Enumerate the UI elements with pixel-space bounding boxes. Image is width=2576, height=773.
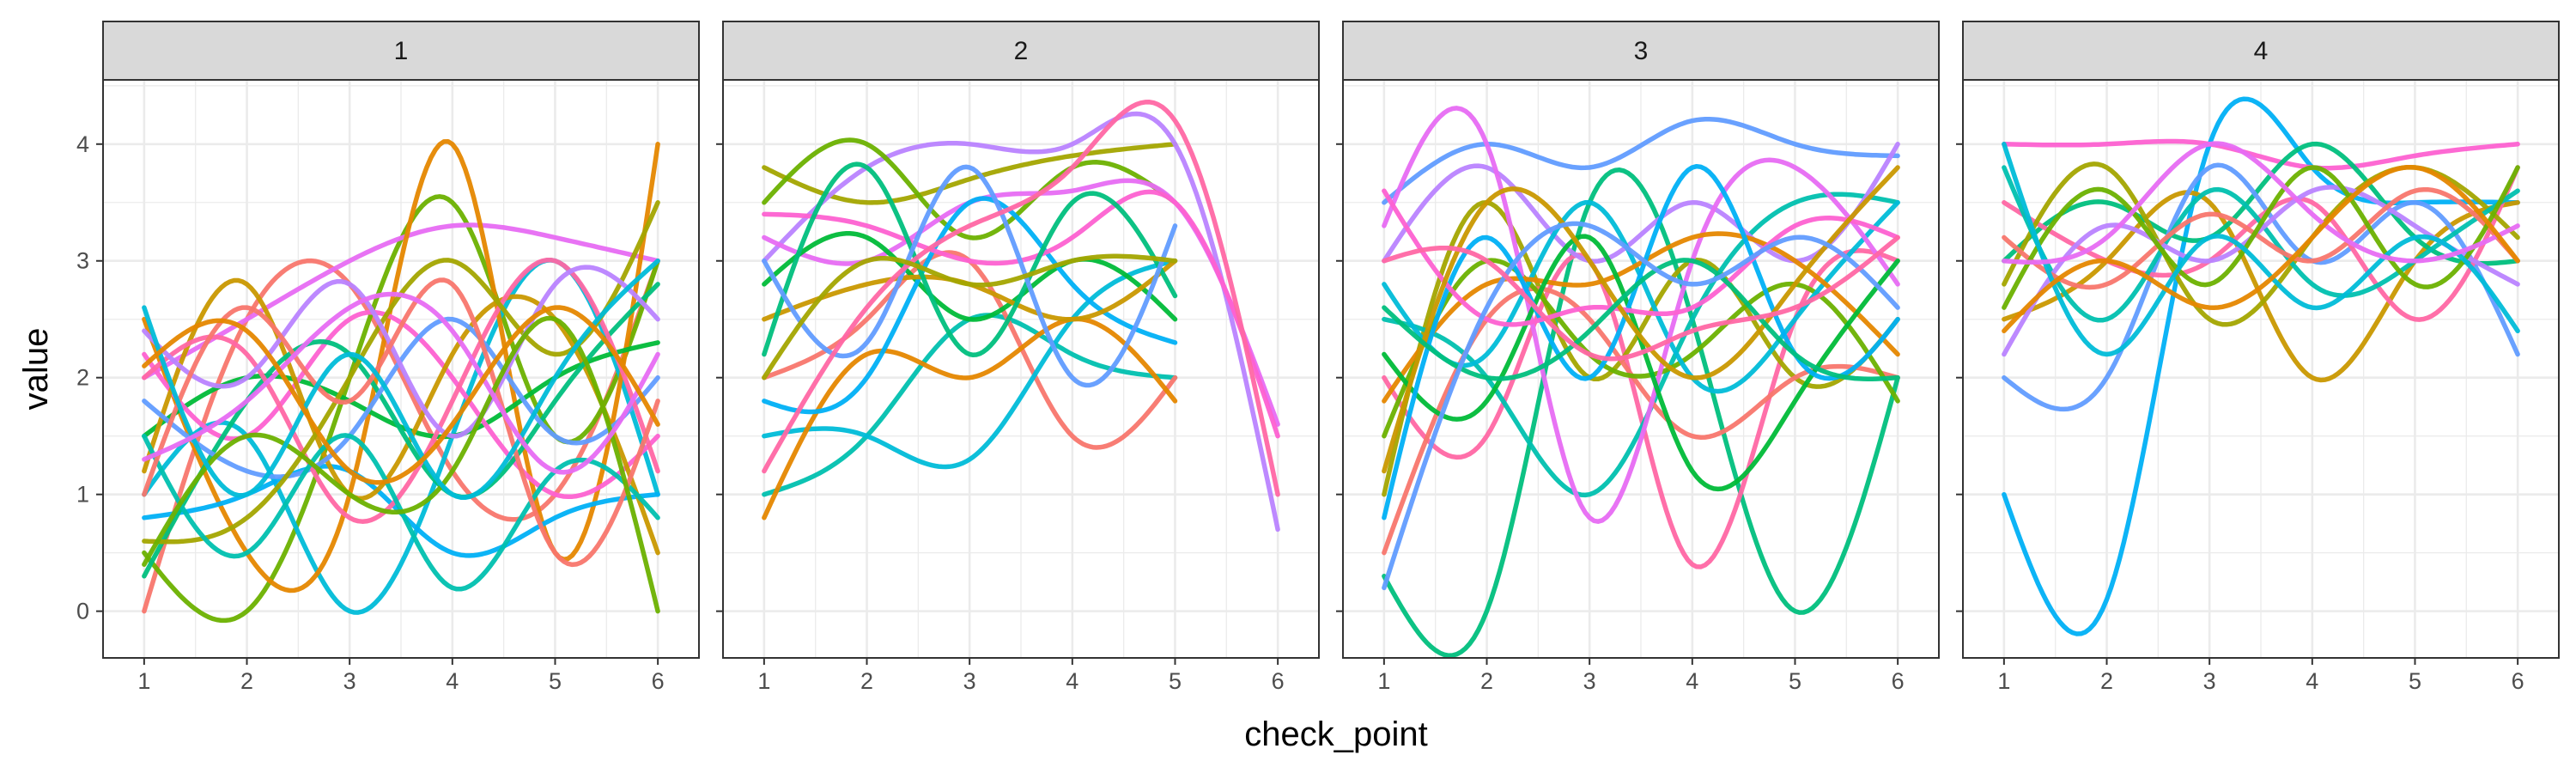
series-line [2002, 138, 2520, 171]
x-tick-label: 6 [2512, 668, 2524, 694]
series-line [762, 231, 1178, 322]
panel-border [102, 79, 700, 659]
series-line [142, 277, 660, 568]
series-line [1382, 248, 1900, 569]
series-line [1382, 221, 1900, 591]
series-line [142, 305, 660, 485]
x-tick-label: 2 [1480, 668, 1493, 694]
series-line [762, 100, 1280, 497]
series-line [1382, 188, 1900, 327]
x-tick-label: 4 [446, 668, 459, 694]
series-line [142, 316, 660, 479]
facet-strip-label: 3 [1634, 37, 1649, 65]
series-line [1382, 106, 1900, 524]
series-line [1382, 258, 1900, 439]
series-line [762, 161, 1178, 358]
facet-panel-4: 4 1 2 3 4 5 6 [1956, 21, 2560, 694]
series-line [142, 222, 660, 380]
facet-panel-1: 1 1 2 3 4 5 6 0 1 2 3 4 [76, 21, 700, 694]
y-tick-label: 0 [76, 599, 89, 624]
series-group [142, 138, 660, 624]
x-tick-label: 5 [1169, 668, 1182, 694]
panel-border [1962, 79, 2560, 659]
series-line [1382, 116, 1900, 205]
facet-strip [1342, 21, 1940, 81]
series-line [2002, 165, 2520, 322]
series-line [1382, 231, 1900, 404]
series-line [142, 282, 660, 579]
series-line [762, 111, 1280, 533]
x-tick-label: 2 [2100, 668, 2113, 694]
series-line [2002, 165, 2520, 310]
series-line [1382, 165, 1900, 474]
x-tick-label: 3 [963, 668, 976, 694]
series-line [2002, 96, 2520, 636]
series-group [1382, 106, 1900, 658]
panel-border [1342, 79, 1940, 659]
x-axis-title: check_point [1244, 715, 1427, 753]
x-tick-label: 3 [2203, 668, 2216, 694]
x-tick-label: 6 [1892, 668, 1905, 694]
series-line [142, 265, 660, 439]
y-tick-label: 2 [76, 365, 89, 391]
y-axis-title: value [17, 328, 55, 411]
series-line [1382, 200, 1900, 497]
series-line [1382, 167, 1900, 658]
series-line [142, 277, 660, 556]
series-line [1382, 258, 1900, 381]
series-line [762, 258, 1178, 470]
series-line [142, 291, 660, 475]
x-tick-label: 1 [1997, 668, 2010, 694]
series-line [762, 253, 1178, 380]
series-line [142, 257, 660, 524]
x-tick-label: 2 [240, 668, 253, 694]
x-tick-label: 1 [1377, 668, 1390, 694]
x-tick-label: 1 [757, 668, 770, 694]
series-line [142, 258, 660, 501]
x-tick-label: 6 [1272, 668, 1285, 694]
series-line [762, 196, 1178, 415]
facet-strip-label: 1 [394, 37, 409, 65]
series-line [1382, 142, 1900, 264]
x-tick-label: 4 [2306, 668, 2318, 694]
panel-border [722, 79, 1320, 659]
series-line [762, 142, 1178, 205]
facet-strip [102, 21, 700, 81]
series-line [2002, 141, 2520, 265]
series-line [1382, 163, 1900, 520]
series-line [2002, 190, 2520, 383]
x-tick-label: 2 [860, 668, 873, 694]
series-line [2002, 164, 2520, 334]
facet-strip-label: 4 [2254, 37, 2269, 65]
x-tick-label: 3 [343, 668, 356, 694]
facet-panel-3: 3 1 2 3 4 5 6 [1336, 21, 1940, 694]
y-tick-label: 1 [76, 482, 89, 508]
series-line [1382, 192, 1900, 498]
series-line [762, 316, 1178, 520]
series-group [2002, 96, 2520, 636]
series-line [142, 138, 660, 593]
x-tick-label: 5 [2409, 668, 2421, 694]
x-tick-label: 3 [1583, 668, 1596, 694]
x-tick-label: 5 [1789, 668, 1801, 694]
series-line [2002, 186, 2520, 290]
x-tick-label: 1 [137, 668, 150, 694]
series-line [142, 315, 660, 614]
facet-panel-2: 2 1 2 3 4 5 6 [716, 21, 1320, 694]
y-tick-label: 4 [76, 131, 89, 157]
series-line [2002, 162, 2520, 412]
y-tick-label: 3 [76, 248, 89, 274]
facet-strip-label: 2 [1014, 37, 1029, 65]
series-line [1382, 234, 1900, 362]
x-tick-label: 6 [652, 668, 665, 694]
series-group [762, 100, 1280, 533]
series-line [762, 137, 1178, 240]
x-tick-label: 4 [1066, 668, 1078, 694]
series-line [2002, 142, 2520, 357]
x-tick-label: 4 [1686, 668, 1698, 694]
x-tick-label: 5 [549, 668, 562, 694]
